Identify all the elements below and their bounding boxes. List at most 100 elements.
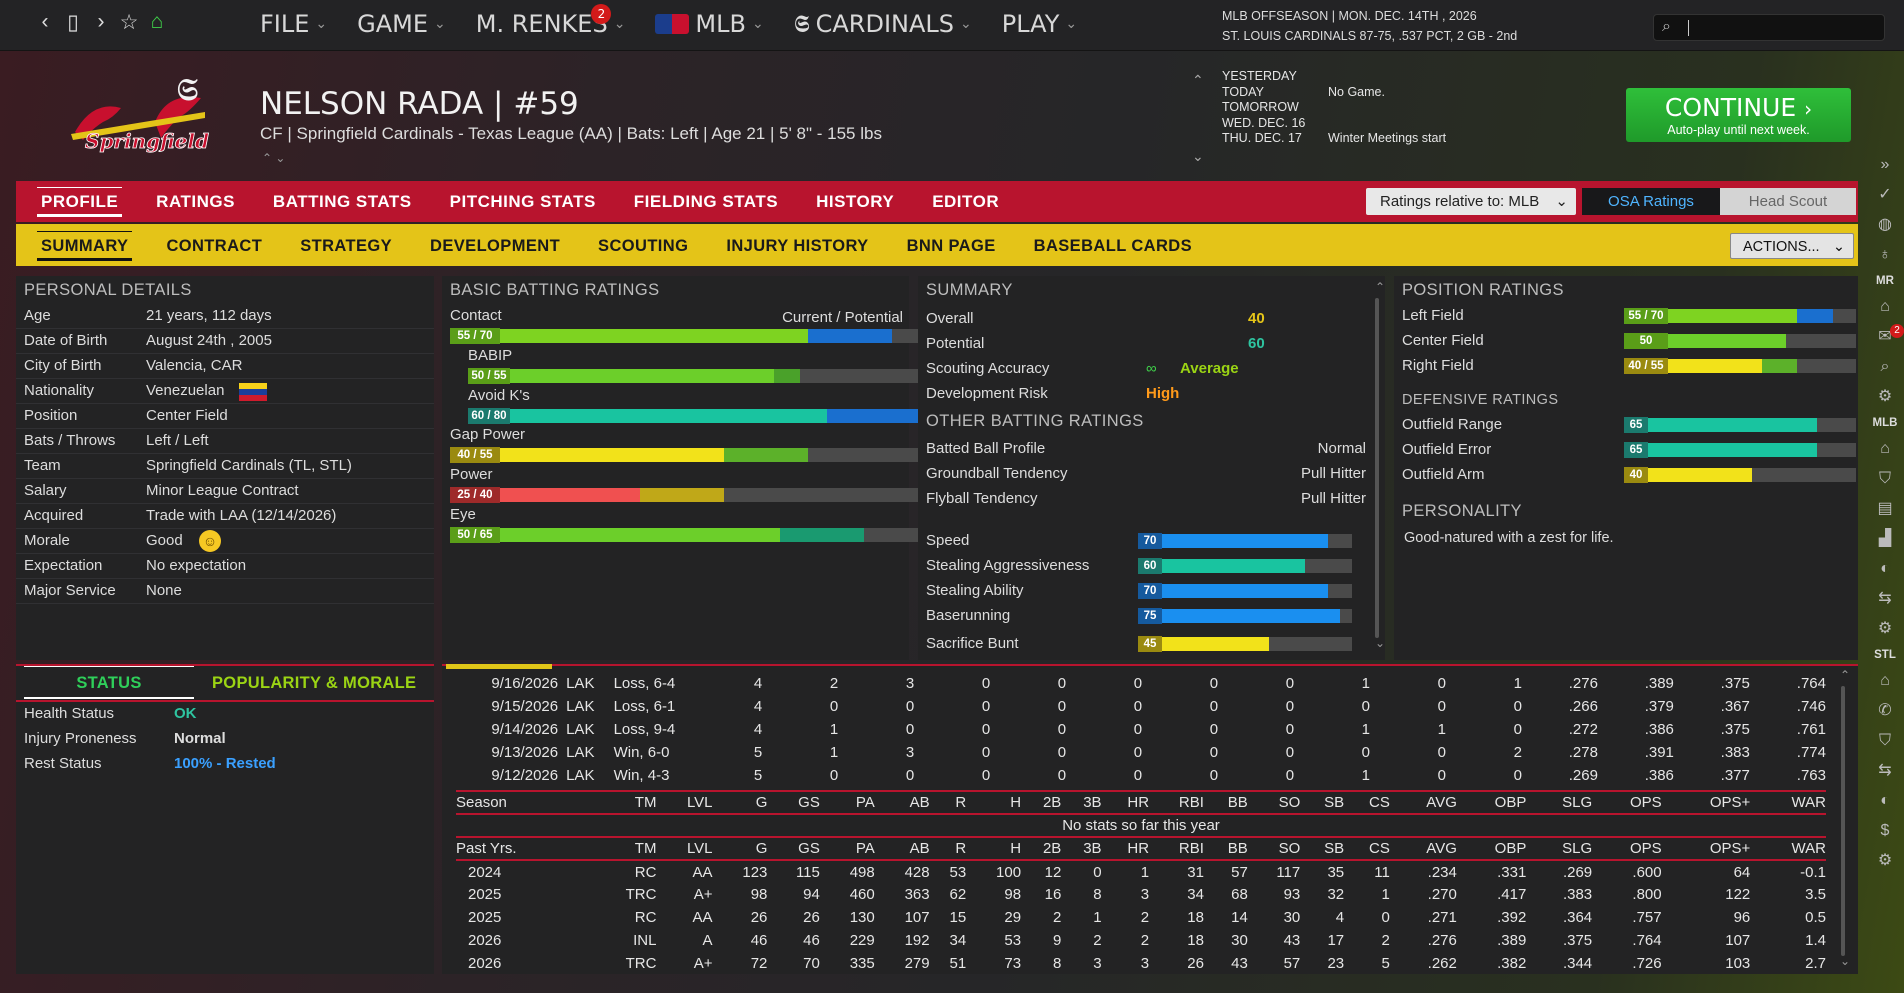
rating-value-tag: 40 / 55 [1624, 358, 1668, 374]
tab-popularity-morale[interactable]: POPULARITY & MORALE [212, 674, 417, 692]
stats-cell: .271 [1427, 909, 1457, 926]
chart-icon[interactable]: ▟ [1878, 530, 1892, 547]
menu-play[interactable]: PLAY ⌄ [1002, 10, 1077, 38]
search-input[interactable] [1690, 18, 1875, 38]
no-stats-row: No stats so far this year [456, 814, 1826, 837]
transfer-icon[interactable]: ⇆ [1878, 762, 1892, 779]
current-bar [1648, 443, 1817, 457]
tablet-icon[interactable]: ▯ [67, 11, 79, 34]
menu-m-renkes[interactable]: M. RENKES ⌄ 2 [476, 4, 625, 38]
stats-scrollbar[interactable] [1841, 686, 1845, 956]
rating-value-tag: 55 / 70 [1624, 308, 1668, 324]
stats-cell: .269 [1562, 863, 1593, 881]
shield-icon[interactable]: ⛉ [1878, 732, 1891, 749]
search-box[interactable]: ⌕ [1653, 14, 1885, 41]
search-icon[interactable]: ⌕ [1880, 358, 1890, 375]
subtab-development[interactable]: DEVELOPMENT [430, 237, 561, 255]
news-icon[interactable]: ▤ [1877, 500, 1893, 517]
gear-icon[interactable]: ⚙ [1877, 388, 1893, 405]
chevron-up-icon[interactable]: ⌃ [1192, 72, 1204, 88]
personal-value: Good [146, 532, 183, 549]
menu-game[interactable]: GAME ⌄ [357, 10, 446, 38]
home-icon[interactable]: ⌂ [150, 10, 164, 33]
stats-cell: 8 [1052, 955, 1062, 972]
player-nav-arrows[interactable]: ⌃ ⌄ [262, 151, 286, 165]
subtab-summary[interactable]: SUMMARY [22, 224, 147, 266]
stats-cell: H [1010, 840, 1022, 857]
personal-label: City of Birth [24, 357, 102, 374]
stats-cell: HR [1127, 794, 1150, 811]
stats-cell: 0 [905, 721, 915, 738]
summary-scrollbar[interactable] [1375, 298, 1379, 638]
chevron-up-icon[interactable]: ⌃ [1840, 668, 1851, 682]
subtab-scouting[interactable]: SCOUTING [598, 237, 689, 255]
check-icon[interactable]: ✓ [1878, 186, 1892, 203]
home-icon[interactable]: ⌂ [1880, 672, 1890, 689]
menu-cardinals[interactable]: 𝕾 CARDINALS ⌄ [794, 10, 972, 38]
head-scout-button[interactable]: Head Scout [1720, 188, 1856, 215]
chevron-left-icon[interactable]: ‹ [41, 10, 49, 33]
rating-bar: 50 [1624, 333, 1856, 349]
double-chevron-right-icon[interactable]: » [1880, 156, 1890, 173]
player-name: NELSON RADA | #59 [260, 86, 579, 122]
stats-cell: LAK [566, 744, 595, 761]
chevron-up-icon[interactable]: ⌃ [1375, 280, 1386, 294]
rating-bar: 45 [1138, 636, 1352, 652]
subtab-baseball-cards[interactable]: BASEBALL CARDS [1033, 237, 1193, 255]
continue-button[interactable]: CONTINUE › Auto-play until next week. [1626, 88, 1851, 142]
stats-cell: 9/14/2026 [491, 721, 559, 738]
tab-editor[interactable]: EDITOR [932, 192, 1000, 211]
menu-mlb[interactable]: MLB ⌄ [655, 10, 764, 38]
personal-row: City of Birth Valencia, CAR [24, 357, 424, 377]
stats-cell: OPS+ [1709, 840, 1751, 857]
chevron-down-icon[interactable]: ⌄ [1375, 636, 1386, 650]
transfer-icon[interactable]: ⇆ [1878, 590, 1892, 607]
phone-icon[interactable]: ✆ [1878, 702, 1892, 719]
season-header-row: Season TM LVL G GS PA AB R H 2B 3B HR RBI BB SO SB CS AVG… [456, 791, 1826, 814]
stats-cell: LAK [566, 675, 595, 692]
search-icon: ⌕ [1662, 18, 1671, 35]
baseball-icon[interactable]: ◐ [1880, 792, 1890, 809]
gear-icon[interactable]: ⚙ [1877, 852, 1893, 869]
subtab-contract[interactable]: CONTRACT [166, 237, 263, 255]
past-header-row: Past Yrs. TM LVL G GS PA AB R H 2B 3B HR RBI BB SO SB CS… [456, 837, 1826, 860]
stats-cell: 1 [1437, 721, 1446, 738]
shield-icon[interactable]: ⛉ [1878, 470, 1891, 487]
stats-cell: 26 [803, 909, 820, 926]
mail-icon[interactable]: ✉ 2 [1866, 322, 1904, 352]
lightbulb-icon[interactable]: ♁ [1879, 246, 1891, 263]
ratings-relative-select[interactable]: Ratings relative to: MLB ⌄ [1366, 188, 1576, 215]
chevron-down-icon[interactable]: ⌄ [1192, 148, 1204, 164]
home-icon[interactable]: ⌂ [1880, 440, 1890, 457]
recent-game-row: 9/13/2026 LAK Win, 6-0 5 1 3 0 0 0 0 0 0 0 2 .278 .391.… [456, 741, 1826, 764]
actions-dropdown[interactable]: ACTIONS... ⌄ [1730, 233, 1854, 259]
subtab-strategy[interactable]: STRATEGY [300, 237, 393, 255]
tab-status[interactable]: STATUS [76, 674, 142, 692]
tab-profile[interactable]: PROFILE [22, 181, 137, 222]
dollar-icon[interactable]: $ [1880, 822, 1890, 839]
stats-cell: G [755, 794, 768, 811]
stats-cell: 23 [1327, 955, 1345, 972]
tab-history[interactable]: HISTORY [816, 192, 895, 211]
tab-ratings[interactable]: RATINGS [156, 192, 235, 211]
chevron-right-icon[interactable]: › [97, 10, 105, 33]
osa-ratings-button[interactable]: OSA Ratings [1582, 188, 1720, 215]
chevron-down-icon[interactable]: ⌄ [1840, 954, 1851, 968]
subtab-injury-history[interactable]: INJURY HISTORY [726, 237, 869, 255]
stats-cell: AA [692, 909, 713, 926]
stats-cell: 192 [904, 932, 930, 949]
subtab-bnn-page[interactable]: BNN PAGE [906, 237, 996, 255]
tab-batting-stats[interactable]: BATTING STATS [272, 192, 412, 211]
stats-cell: .761 [1796, 721, 1826, 738]
stats-cell: GS [798, 794, 820, 811]
menu-file[interactable]: FILE ⌄ [260, 10, 327, 38]
gear-icon[interactable]: ⚙ [1877, 620, 1893, 637]
baseball-icon[interactable]: ◐ [1880, 560, 1890, 577]
globe-icon[interactable]: ◍ [1878, 216, 1892, 233]
star-icon[interactable]: ☆ [119, 11, 139, 34]
stats-cell: 0 [1285, 767, 1295, 784]
home-icon[interactable]: ⌂ [1880, 298, 1890, 315]
tab-fielding-stats[interactable]: FIELDING STATS [633, 192, 779, 211]
tab-pitching-stats[interactable]: PITCHING STATS [449, 192, 596, 211]
top-bar: ‹ ▯ › ☆ ⌂ FILE ⌄ GAME ⌄ M. RENKES ⌄ 2 MLB ⌄ 𝕾 CARD… [0, 0, 1904, 51]
